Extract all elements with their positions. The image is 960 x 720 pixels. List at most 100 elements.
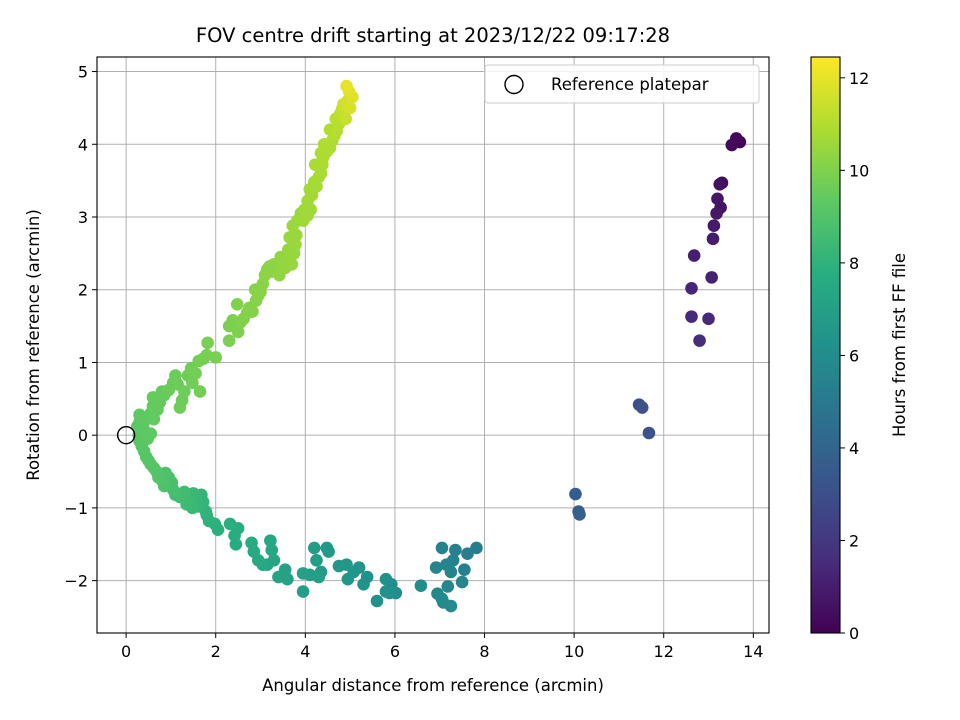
y-tick-label: 4 [78, 135, 88, 154]
data-point [685, 310, 698, 323]
y-tick-label: 2 [78, 281, 88, 300]
colorbar-tick-label: 12 [849, 69, 869, 88]
data-point [209, 351, 223, 364]
data-point [441, 580, 455, 593]
data-point [707, 219, 721, 233]
data-point [458, 563, 471, 577]
data-point [322, 545, 335, 558]
data-point [429, 561, 443, 574]
data-point [340, 79, 353, 93]
colorbar-tick-label: 10 [849, 161, 869, 180]
data-point [710, 207, 723, 220]
data-point [444, 599, 458, 613]
data-point [307, 541, 321, 555]
colorbar-ticks: 0 2 4 6 8 10 12 [840, 69, 869, 643]
y-tick-label: 0 [78, 426, 88, 445]
x-tick-label: 0 [121, 642, 131, 661]
x-axis-label: Angular distance from reference (arcmin) [262, 676, 604, 695]
data-point [193, 385, 207, 398]
legend-box [484, 64, 760, 104]
data-point [705, 271, 718, 284]
data-point [332, 559, 346, 573]
data-point [573, 508, 586, 521]
data-point [693, 334, 706, 347]
data-point [178, 385, 191, 398]
data-point [272, 570, 285, 584]
data-point [223, 517, 237, 531]
plot-frame [96, 56, 770, 634]
colorbar-tick-label: 8 [849, 254, 859, 273]
colorbar-gradient [811, 57, 840, 633]
x-tick-label: 14 [743, 642, 763, 661]
grid [97, 57, 769, 633]
colorbar-tick-label: 0 [849, 624, 859, 643]
x-tick-label: 2 [211, 642, 221, 661]
data-point [706, 232, 720, 246]
data-point [414, 579, 428, 593]
colorbar-tick-label: 2 [849, 531, 859, 550]
data-point [357, 577, 370, 591]
data-point [201, 336, 214, 350]
data-point [461, 547, 474, 561]
data-point [449, 543, 462, 557]
x-axis-ticks: 0 2 4 6 8 10 12 14 [121, 633, 763, 661]
x-tick-label: 6 [390, 642, 400, 661]
data-point [144, 427, 158, 441]
data-point [440, 558, 453, 571]
data-point [290, 228, 303, 242]
data-point [343, 101, 357, 115]
data-point [173, 401, 187, 414]
x-tick-label: 4 [300, 642, 310, 661]
colorbar: 0 2 4 6 8 10 12 Hours from first FF file [810, 56, 909, 643]
data-point [246, 305, 259, 318]
y-tick-label: 5 [78, 63, 88, 82]
data-point [265, 543, 279, 557]
data-point [370, 594, 384, 608]
y-tick-label: −1 [64, 499, 88, 518]
data-point [231, 325, 245, 339]
data-point [725, 138, 739, 152]
legend: Reference platepar [484, 64, 760, 104]
colorbar-label: Hours from first FF file [890, 253, 909, 437]
colorbar-frame [810, 56, 841, 634]
data-point [310, 553, 323, 567]
colorbar-tick-label: 4 [849, 439, 859, 458]
chart-title: FOV centre drift starting at 2023/12/22 … [196, 24, 670, 47]
legend-marker-icon [504, 74, 524, 95]
data-point [296, 567, 310, 580]
data-point [310, 180, 323, 193]
data-point [713, 177, 727, 191]
data-point [711, 192, 724, 206]
y-axis-ticks: −2 −1 0 1 2 3 4 5 [64, 63, 97, 591]
colorbar-tick-label: 6 [849, 346, 859, 365]
x-tick-label: 8 [479, 642, 489, 661]
data-point [569, 487, 582, 501]
data-point [635, 401, 649, 414]
data-point [685, 281, 698, 295]
y-axis-label: Rotation from reference (arcmin) [24, 209, 43, 481]
data-point [702, 312, 715, 326]
data-point [379, 572, 393, 586]
data-point [341, 572, 355, 586]
data-point [186, 376, 199, 390]
x-tick-label: 10 [564, 642, 584, 661]
reference-platepar-marker [116, 425, 136, 445]
data-point [435, 592, 449, 606]
y-tick-label: −2 [64, 572, 88, 591]
data-point [312, 570, 326, 584]
data-point [147, 412, 161, 426]
data-point [146, 391, 160, 404]
data-point [435, 541, 449, 555]
data-point [642, 426, 656, 440]
y-tick-label: 3 [78, 208, 88, 227]
data-point [264, 534, 277, 547]
data-point [339, 112, 352, 126]
legend-label-reference-platepar: Reference platepar [551, 75, 709, 94]
data-point [296, 585, 310, 598]
data-point [230, 297, 244, 311]
data-point [470, 541, 483, 555]
data-point [285, 257, 299, 271]
x-tick-label: 12 [654, 642, 674, 661]
data-point [222, 334, 236, 347]
